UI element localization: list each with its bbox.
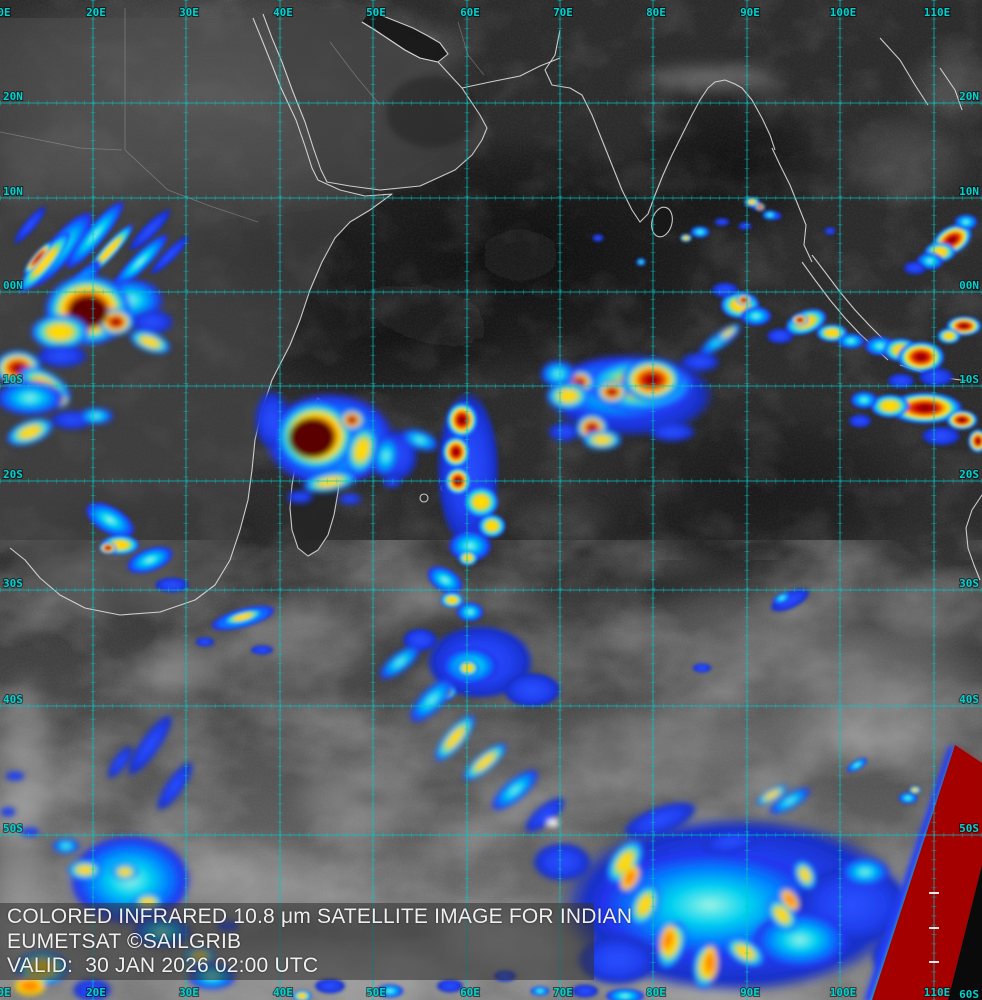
cold-cloud-layer bbox=[0, 197, 982, 1000]
limb-layer bbox=[863, 745, 982, 1000]
graticule-label: 30E bbox=[179, 6, 199, 19]
coastline-layer bbox=[0, 8, 982, 616]
graticule-label: 40E bbox=[273, 6, 293, 19]
graticule-label: 70E bbox=[553, 6, 573, 19]
graticule-label: 20E bbox=[86, 6, 106, 19]
graticule-label: 50E bbox=[366, 6, 386, 19]
graticule-label: 30S bbox=[3, 577, 23, 590]
graticule-label: 110E bbox=[924, 986, 951, 999]
graticule-label: 20S bbox=[959, 468, 979, 481]
graticule-label: 10N bbox=[3, 185, 23, 198]
graticule-label: 20N bbox=[3, 90, 23, 103]
graticule-label: 50S bbox=[3, 822, 23, 835]
caption-valid-time: VALID: 30 JAN 2026 02:00 UTC bbox=[7, 954, 319, 977]
graticule-label: 40E bbox=[273, 986, 293, 999]
graticule-label: 70E bbox=[553, 986, 573, 999]
graticule-label: 00N bbox=[3, 279, 23, 292]
graticule-label: 60E bbox=[460, 6, 480, 19]
graticule-label: 20S bbox=[3, 468, 23, 481]
graticule-white-ticks bbox=[929, 892, 939, 963]
graticule-label: 110E bbox=[924, 6, 951, 19]
graticule-label: 100E bbox=[830, 6, 857, 19]
graticule-label: 40S bbox=[3, 693, 23, 706]
graticule-label: 80E bbox=[646, 6, 666, 19]
graticule-label: 50E bbox=[366, 986, 386, 999]
graticule-label: 0E bbox=[0, 6, 11, 19]
graticule-label: 10N bbox=[959, 185, 979, 198]
graticule-label: 0E bbox=[0, 986, 11, 999]
graticule-label: 20N bbox=[959, 90, 979, 103]
graticule-label: 90E bbox=[740, 6, 760, 19]
graticule-label: 20E bbox=[86, 986, 106, 999]
graticule-label: 90E bbox=[740, 986, 760, 999]
graticule-label: 60S bbox=[959, 988, 979, 1000]
graticule-label: 100E bbox=[830, 986, 857, 999]
graticule-label: 00N bbox=[959, 279, 979, 292]
graticule-label: 10S bbox=[959, 373, 979, 386]
caption-source: EUMETSAT ©SAILGRIB bbox=[7, 930, 242, 953]
graticule-label: 50S bbox=[959, 822, 979, 835]
graticule-label: 10S bbox=[3, 373, 23, 386]
graticule-label: 30S bbox=[959, 577, 979, 590]
caption-title: COLORED INFRARED 10.8 μm SATELLITE IMAGE… bbox=[7, 905, 633, 928]
graticule-label: 30E bbox=[179, 986, 199, 999]
graticule-label: 80E bbox=[646, 986, 666, 999]
graticule-label: 40S bbox=[959, 693, 979, 706]
caption-band bbox=[0, 903, 594, 980]
graticule-label: 60E bbox=[460, 986, 480, 999]
